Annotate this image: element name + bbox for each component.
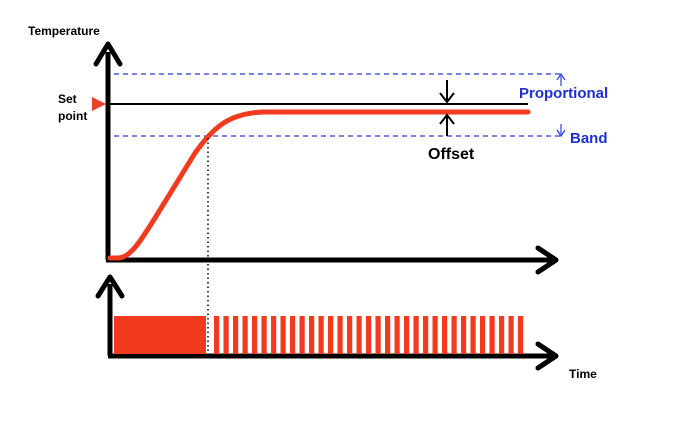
output-pulse: [299, 316, 305, 354]
band-label: Band: [570, 130, 608, 147]
output-pulse: [470, 316, 476, 354]
output-pulse-train: [214, 316, 524, 354]
output-pulse: [442, 316, 448, 354]
output-pulse: [356, 316, 362, 354]
output-pulse: [233, 316, 239, 354]
proportional-band-arrow-up-icon: [556, 72, 566, 86]
output-pulse: [375, 316, 381, 354]
output-pulse: [394, 316, 400, 354]
output-pulse: [508, 316, 514, 354]
output-pulse: [214, 316, 220, 354]
output-pulse: [347, 316, 353, 354]
output-pulse: [413, 316, 419, 354]
output-pulse: [518, 316, 524, 354]
set-point-triangle-icon: [92, 97, 106, 111]
output-pulse: [223, 316, 229, 354]
output-pulse: [423, 316, 429, 354]
output-pulse: [318, 316, 324, 354]
offset-double-arrow-icon: [439, 80, 455, 136]
temperature-axis-label: Temperature: [28, 24, 100, 38]
offset-label: Offset: [428, 146, 475, 163]
output-plot: Time: [95, 274, 597, 381]
output-pulse: [385, 316, 391, 354]
set-point-label-line2: point: [58, 109, 87, 123]
output-pulse: [404, 316, 410, 354]
output-pulse: [328, 316, 334, 354]
temperature-response-curve: [107, 109, 531, 261]
output-pulse: [252, 316, 258, 354]
proportional-band-arrow-down-icon: [556, 124, 566, 138]
proportional-label: Proportional: [519, 85, 608, 102]
output-pulse: [261, 316, 267, 354]
output-pulse: [432, 316, 438, 354]
output-pulse: [337, 316, 343, 354]
output-pulse: [309, 316, 315, 354]
output-pulse: [290, 316, 296, 354]
temperature-plot: Temperature Set point Offset Proportio: [28, 24, 608, 275]
output-y-axis-arrowhead-icon: [95, 274, 125, 299]
output-x-axis-arrowhead-icon: [535, 341, 559, 371]
time-axis-label: Time: [569, 367, 597, 381]
output-pulse: [242, 316, 248, 354]
output-pulse: [489, 316, 495, 354]
output-pulse: [280, 316, 286, 354]
temperature-x-axis-arrowhead-icon: [535, 245, 559, 275]
temperature-y-axis-arrowhead-icon: [93, 41, 123, 67]
output-pulse: [451, 316, 457, 354]
output-full-on-block: [114, 316, 206, 354]
output-pulse: [480, 316, 486, 354]
output-pulse: [461, 316, 467, 354]
output-pulse: [366, 316, 372, 354]
output-pulse: [271, 316, 277, 354]
output-pulse: [499, 316, 505, 354]
set-point-label-line1: Set: [58, 92, 77, 106]
